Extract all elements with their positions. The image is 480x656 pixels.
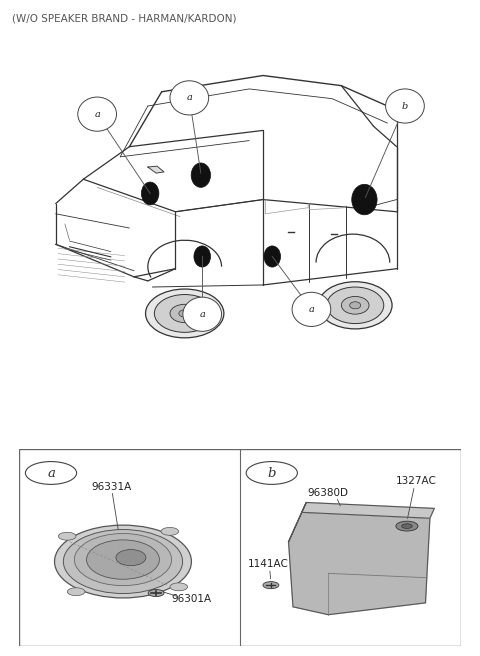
Ellipse shape (191, 163, 211, 188)
Ellipse shape (264, 246, 280, 267)
Ellipse shape (142, 182, 159, 205)
Text: (W/O SPEAKER BRAND - HARMAN/KARDON): (W/O SPEAKER BRAND - HARMAN/KARDON) (12, 14, 237, 24)
Text: 96331A: 96331A (92, 482, 132, 492)
Text: a: a (94, 110, 100, 119)
Ellipse shape (349, 302, 361, 309)
Text: a: a (186, 93, 192, 102)
Circle shape (170, 81, 209, 115)
Circle shape (246, 462, 298, 484)
Circle shape (263, 582, 279, 588)
Ellipse shape (74, 533, 171, 586)
Text: b: b (267, 467, 276, 480)
Circle shape (396, 521, 418, 531)
Polygon shape (288, 512, 430, 615)
Ellipse shape (341, 297, 369, 314)
Text: 96301A: 96301A (171, 594, 212, 604)
Ellipse shape (194, 246, 211, 267)
FancyBboxPatch shape (19, 449, 461, 646)
Ellipse shape (145, 289, 224, 338)
Ellipse shape (170, 304, 199, 323)
Circle shape (78, 97, 117, 131)
Text: a: a (309, 305, 314, 314)
Ellipse shape (155, 295, 215, 333)
Polygon shape (148, 166, 164, 173)
Ellipse shape (318, 281, 392, 329)
Ellipse shape (161, 527, 179, 535)
Ellipse shape (67, 588, 85, 596)
Circle shape (183, 297, 222, 331)
Ellipse shape (352, 184, 377, 215)
Circle shape (148, 590, 164, 596)
Circle shape (385, 89, 424, 123)
Polygon shape (288, 502, 306, 542)
Text: 96380D: 96380D (307, 487, 348, 498)
Text: 1327AC: 1327AC (396, 476, 437, 486)
Circle shape (402, 523, 412, 529)
Ellipse shape (326, 287, 384, 323)
Ellipse shape (179, 310, 191, 317)
Ellipse shape (63, 529, 182, 594)
Ellipse shape (86, 540, 159, 579)
Ellipse shape (59, 532, 76, 540)
Text: 1141AC: 1141AC (248, 560, 289, 569)
Circle shape (292, 293, 331, 327)
Text: b: b (402, 102, 408, 110)
Ellipse shape (55, 525, 192, 598)
Ellipse shape (116, 550, 146, 565)
Polygon shape (302, 502, 434, 518)
Circle shape (25, 462, 77, 484)
Text: a: a (199, 310, 205, 319)
Ellipse shape (170, 583, 188, 591)
Text: a: a (47, 467, 55, 480)
